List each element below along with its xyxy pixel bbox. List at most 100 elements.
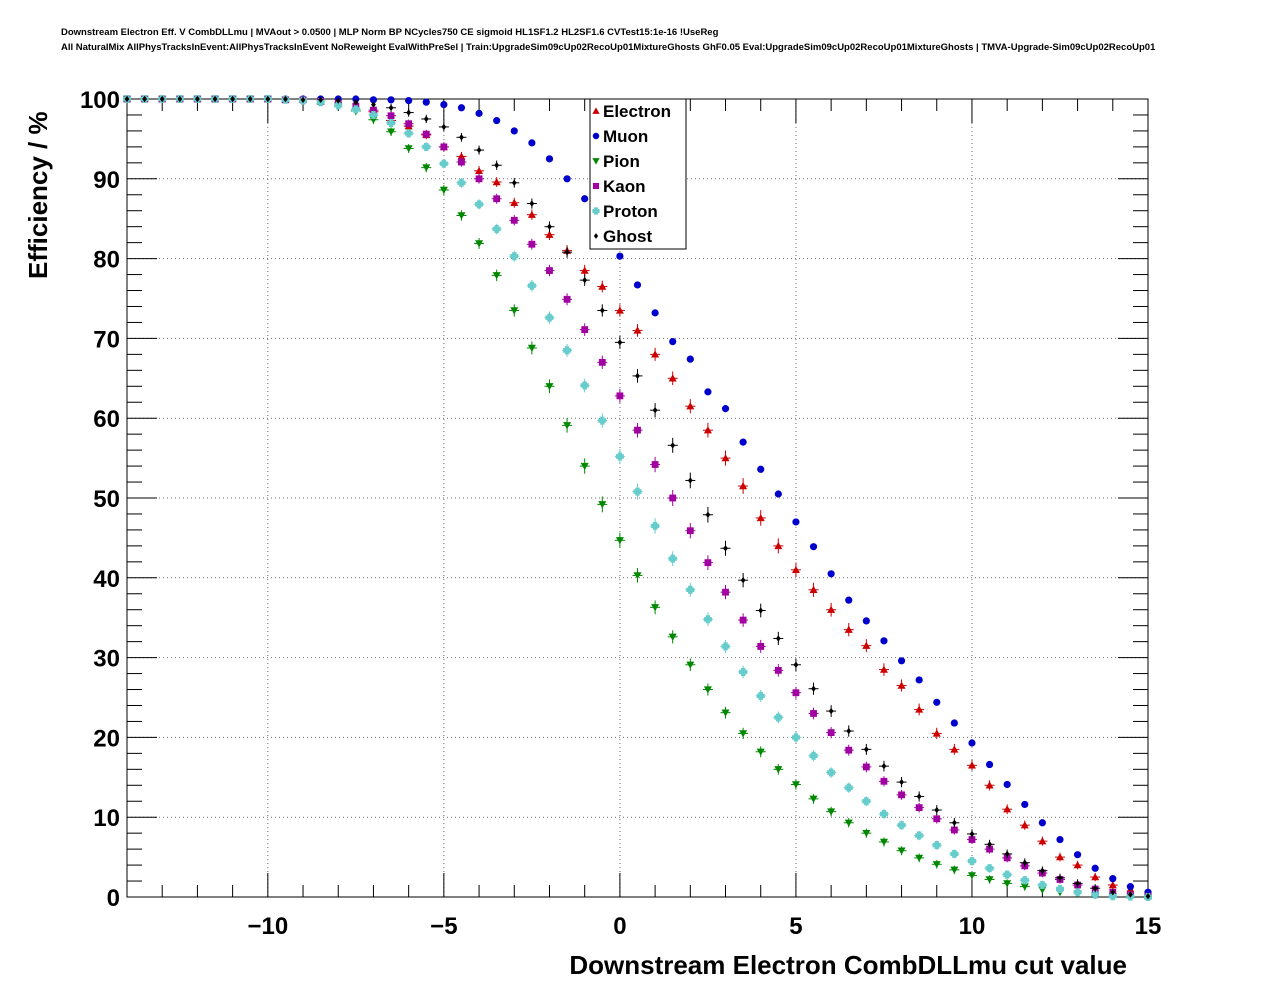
data-point <box>592 158 600 165</box>
data-point <box>721 642 730 651</box>
data-point <box>351 105 360 114</box>
data-point <box>968 739 976 747</box>
data-point <box>616 392 624 400</box>
data-point <box>1108 881 1117 889</box>
data-point <box>580 266 589 274</box>
x-tick-label: 15 <box>1135 913 1162 940</box>
y-tick-label: 10 <box>93 805 120 832</box>
data-point <box>686 527 694 535</box>
legend-entry-electron: Electron <box>592 102 671 121</box>
data-point <box>475 175 483 183</box>
data-point <box>599 307 605 314</box>
data-point <box>846 727 852 735</box>
data-point <box>723 545 728 552</box>
data-point <box>405 120 413 128</box>
data-point <box>932 729 941 737</box>
data-point <box>177 95 183 103</box>
data-point <box>967 872 976 880</box>
y-tick-label: 30 <box>93 646 120 673</box>
data-point <box>1038 837 1047 845</box>
data-point <box>527 210 536 218</box>
data-point <box>247 95 253 103</box>
data-point <box>510 252 519 261</box>
data-point <box>458 158 465 166</box>
data-point <box>406 109 412 116</box>
data-point <box>1145 893 1151 900</box>
data-point <box>528 240 536 248</box>
data-point <box>492 225 501 234</box>
data-point <box>283 95 288 103</box>
data-point <box>792 689 800 697</box>
data-point <box>932 861 941 869</box>
data-point <box>475 200 484 209</box>
data-point <box>934 806 940 814</box>
data-point <box>985 760 994 769</box>
data-point <box>950 849 959 858</box>
data-point <box>388 104 394 111</box>
data-point <box>1039 867 1045 874</box>
data-point <box>915 705 924 713</box>
data-point <box>195 95 200 103</box>
data-point <box>1127 891 1133 898</box>
data-point <box>686 402 695 410</box>
data-point <box>703 615 712 624</box>
data-point <box>159 95 165 103</box>
data-point <box>476 146 482 154</box>
data-point <box>668 554 677 563</box>
data-point <box>633 487 642 496</box>
data-point <box>563 346 572 355</box>
data-point <box>1020 883 1029 891</box>
data-point <box>915 804 923 812</box>
data-point <box>387 118 396 127</box>
data-point <box>862 763 870 771</box>
x-tick-label: 10 <box>959 913 986 940</box>
data-point <box>739 730 748 738</box>
data-point <box>651 461 659 468</box>
data-point <box>510 198 519 206</box>
data-point <box>592 182 600 190</box>
data-point <box>387 96 395 104</box>
x-tick-label: 0 <box>613 913 626 940</box>
data-point <box>475 109 483 117</box>
data-point <box>809 751 818 760</box>
data-point <box>230 95 236 103</box>
data-point <box>879 665 888 673</box>
data-point <box>1022 859 1028 866</box>
data-point <box>756 691 765 700</box>
data-point <box>440 100 448 109</box>
data-point <box>124 95 130 103</box>
data-point <box>739 438 747 446</box>
data-point <box>739 616 747 624</box>
series-layer <box>123 95 1152 901</box>
data-point <box>1073 861 1082 869</box>
data-point <box>1108 892 1117 901</box>
data-point <box>774 490 782 498</box>
data-point <box>827 729 835 737</box>
data-point <box>457 152 466 160</box>
data-point <box>615 537 624 545</box>
data-point <box>722 588 729 596</box>
data-point <box>668 374 677 382</box>
x-tick-label: −10 <box>247 913 288 940</box>
data-point <box>844 819 853 827</box>
data-point <box>969 830 975 838</box>
data-point <box>1091 890 1100 899</box>
data-point <box>739 667 748 676</box>
data-point <box>774 766 783 774</box>
data-point <box>950 826 958 834</box>
data-point <box>369 110 378 119</box>
legend-entry-proton: Proton <box>592 202 658 221</box>
data-point <box>863 746 869 753</box>
data-point <box>212 95 218 103</box>
data-point <box>318 96 324 103</box>
data-point <box>774 713 783 722</box>
data-point <box>686 355 694 363</box>
data-point <box>592 207 600 215</box>
data-point <box>809 543 818 551</box>
data-point <box>581 195 589 203</box>
data-point <box>634 426 641 434</box>
data-point <box>704 559 712 567</box>
data-point <box>387 128 396 136</box>
chart-title-block: Downstream Electron Eff. V CombDLLmu | M… <box>61 25 1261 55</box>
x-axis-label: Downstream Electron CombDLLmu cut value <box>569 950 1127 980</box>
